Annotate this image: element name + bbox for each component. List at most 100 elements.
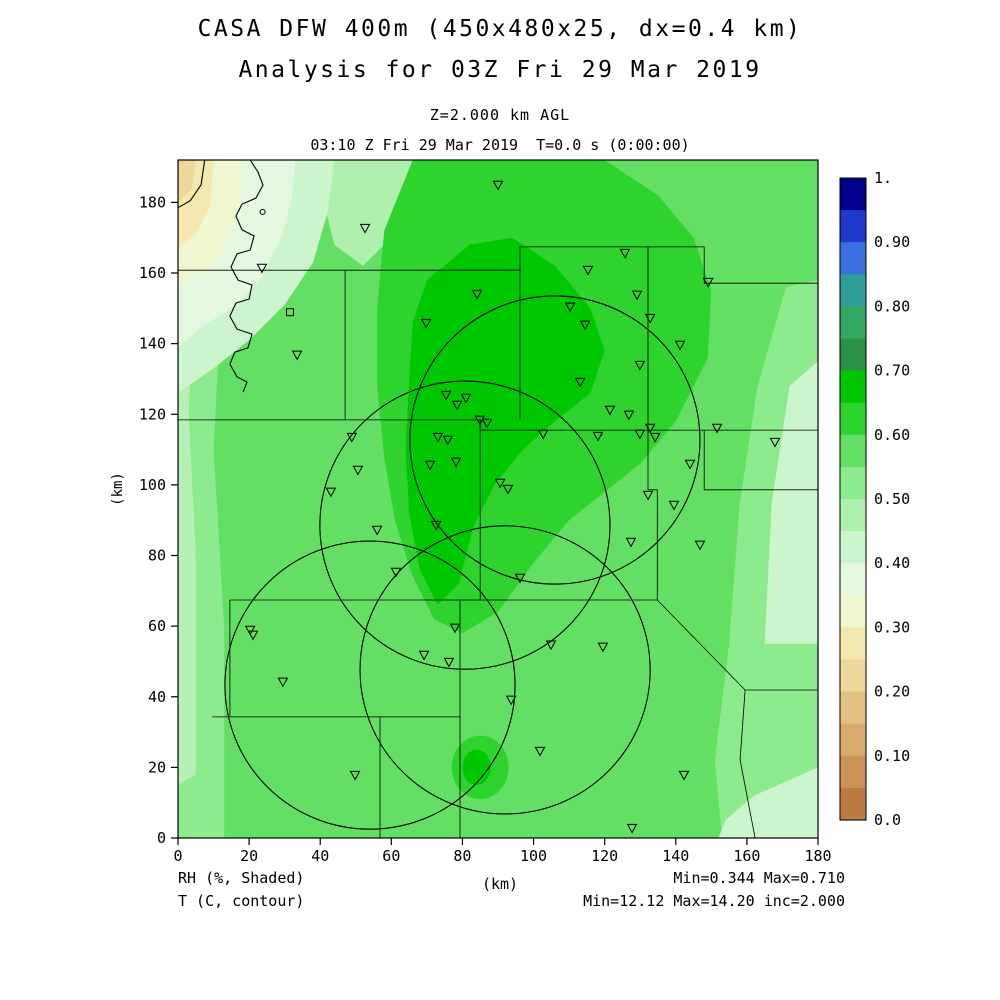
svg-text:0: 0 <box>157 829 166 847</box>
shaded-minmax-label: Min=0.344 Max=0.710 <box>673 869 845 887</box>
svg-text:100: 100 <box>520 847 547 865</box>
contour-minmax-label: Min=12.12 Max=14.20 inc=2.000 <box>583 892 845 910</box>
colorbar-segment <box>840 755 866 789</box>
station-marker <box>649 432 661 443</box>
svg-text:100: 100 <box>139 476 166 494</box>
colorbar-segment <box>840 402 866 436</box>
temperature-contours <box>178 160 266 393</box>
svg-text:140: 140 <box>662 847 689 865</box>
contour-field-label: T (C, contour) <box>178 892 305 910</box>
svg-text:160: 160 <box>733 847 760 865</box>
station-marker <box>442 435 454 446</box>
colorbar-segment <box>840 659 866 693</box>
svg-text:0.20: 0.20 <box>874 683 910 701</box>
colorbar-segment <box>840 370 866 404</box>
radar-range-circles <box>224 295 701 830</box>
station-marker <box>626 823 638 834</box>
colorbar-segment <box>840 499 866 532</box>
station-marker <box>634 360 646 371</box>
station-marker <box>625 537 637 548</box>
station-marker <box>277 677 289 688</box>
colorbar: 1. 0.90 0.80 0.70 0.60 0.50 0.40 0.30 0.20 0.10 0.… <box>839 169 910 829</box>
station-marker <box>451 400 463 411</box>
colorbar-segment <box>840 531 866 564</box>
svg-text:40: 40 <box>311 847 329 865</box>
svg-text:140: 140 <box>139 335 166 353</box>
axes-frame: 0 20 40 60 80 100 120 140 160 180 0 20 40 60 80 100 120 1… <box>139 159 832 865</box>
station-marker <box>418 650 430 661</box>
radar-circle <box>359 525 651 815</box>
svg-text:40: 40 <box>148 688 166 706</box>
svg-text:0.70: 0.70 <box>874 362 910 380</box>
colorbar-segment <box>840 178 866 211</box>
svg-text:0.0: 0.0 <box>874 811 901 829</box>
station-marker <box>359 223 371 234</box>
colorbar-segment <box>840 434 866 468</box>
colorbar-segment <box>840 242 866 275</box>
svg-text:180: 180 <box>139 193 166 211</box>
svg-text:120: 120 <box>591 847 618 865</box>
station-marker <box>291 350 303 361</box>
station-marker <box>390 567 402 578</box>
station-marker <box>684 459 696 470</box>
x-axis-unit-label: (km) <box>481 875 519 893</box>
shaded-field-label: RH (%, Shaded) <box>178 869 305 887</box>
station-marker <box>642 490 654 501</box>
svg-text:1.: 1. <box>874 169 892 187</box>
station-marker <box>492 180 504 191</box>
svg-text:0.10: 0.10 <box>874 747 910 765</box>
station-marker <box>537 429 549 440</box>
svg-text:80: 80 <box>148 547 166 565</box>
station-marker <box>244 625 256 636</box>
station-marker <box>474 415 486 426</box>
figure-subtitle: Analysis for 03Z Fri 29 Mar 2019 <box>238 57 762 83</box>
radar-circle <box>409 295 701 585</box>
colorbar-segment <box>840 627 866 661</box>
station-markers <box>244 180 781 834</box>
station-marker <box>502 484 514 495</box>
station-marker <box>449 623 461 634</box>
station-marker <box>450 457 462 468</box>
station-marker <box>644 313 656 324</box>
station-marker <box>579 320 591 331</box>
svg-text:80: 80 <box>453 847 471 865</box>
station-marker <box>514 573 526 584</box>
station-marker <box>505 695 517 706</box>
station-marker <box>481 418 493 429</box>
svg-text:20: 20 <box>148 758 166 776</box>
svg-text:120: 120 <box>139 405 166 423</box>
svg-text:60: 60 <box>148 617 166 635</box>
figure-title: CASA DFW 400m (450x480x25, dx=0.4 km) <box>197 16 803 42</box>
colorbar-segment <box>840 595 866 628</box>
radar-circle <box>224 540 516 830</box>
svg-text:60: 60 <box>382 847 400 865</box>
station-marker <box>424 460 436 471</box>
station-marker <box>634 429 646 440</box>
svg-text:0.90: 0.90 <box>874 233 910 251</box>
svg-text:0: 0 <box>173 847 182 865</box>
svg-text:0.80: 0.80 <box>874 297 910 315</box>
station-marker <box>420 318 432 329</box>
station-marker <box>494 478 506 489</box>
station-marker <box>711 423 723 434</box>
valid-time-label: 03:10 Z Fri 29 Mar 2019 T=0.0 s (0:00:00… <box>310 136 690 154</box>
square-station-marker <box>286 308 294 317</box>
station-marker <box>247 630 259 641</box>
svg-text:20: 20 <box>240 847 258 865</box>
station-marker <box>694 540 706 551</box>
station-marker <box>769 437 781 448</box>
station-marker <box>471 289 483 300</box>
station-marker <box>668 500 680 511</box>
rh-shading <box>178 160 818 838</box>
svg-text:180: 180 <box>804 847 831 865</box>
level-label: Z=2.000 km AGL <box>429 106 571 124</box>
station-marker <box>430 520 442 531</box>
station-marker <box>631 290 643 301</box>
svg-text:0.30: 0.30 <box>874 618 910 636</box>
station-marker <box>346 432 358 443</box>
station-marker <box>644 423 656 434</box>
svg-text:160: 160 <box>139 264 166 282</box>
colorbar-segment <box>840 274 866 307</box>
station-marker <box>592 431 604 442</box>
station-marker <box>582 265 594 276</box>
